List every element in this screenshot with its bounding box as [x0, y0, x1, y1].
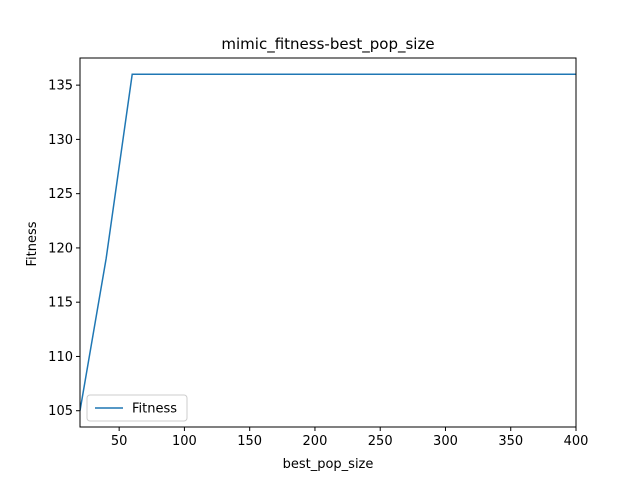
x-tick-label: 300 — [433, 434, 458, 449]
chart-title: mimic_fitness-best_pop_size — [221, 35, 434, 54]
x-tick-label: 200 — [303, 434, 328, 449]
x-tick-label: 150 — [237, 434, 262, 449]
x-axis: 50 100 150 200 250 300 350 400 — [111, 427, 589, 449]
x-tick-label: 250 — [368, 434, 393, 449]
x-tick-label: 100 — [172, 434, 197, 449]
plot-area — [80, 73, 576, 411]
y-tick-label: 105 — [48, 404, 73, 419]
legend-label-fitness: Fitness — [132, 402, 177, 417]
x-tick-label: 350 — [498, 434, 523, 449]
y-tick-label: 115 — [48, 296, 73, 311]
x-axis-label: best_pop_size — [283, 457, 374, 472]
y-axis-label: Fitness — [25, 221, 40, 266]
x-tick-label: 50 — [111, 434, 128, 449]
y-tick-label: 130 — [48, 133, 73, 148]
y-tick-label: 120 — [48, 241, 73, 256]
x-tick-label: 400 — [564, 434, 589, 449]
series-line-fitness — [80, 73, 576, 411]
y-tick-label: 110 — [48, 350, 73, 365]
y-tick-label: 125 — [48, 187, 73, 202]
legend-box — [86, 394, 188, 422]
y-tick-label: 135 — [48, 79, 73, 94]
y-axis: 105 110 115 120 125 130 135 — [48, 79, 80, 419]
legend: Fitness — [86, 394, 188, 422]
axes-frame — [79, 57, 577, 428]
